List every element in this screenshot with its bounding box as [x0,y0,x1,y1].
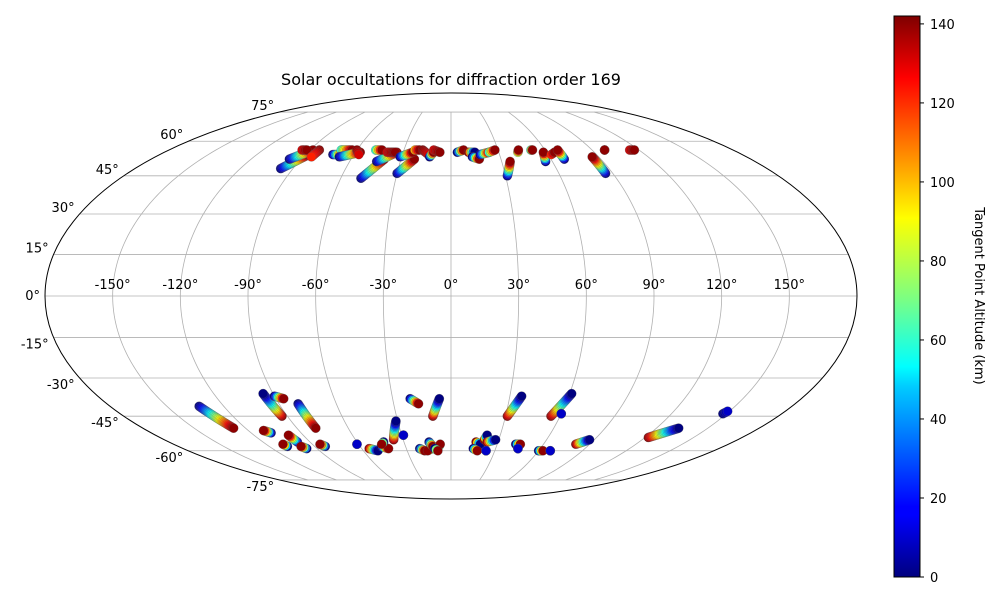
longitude-tick-label: -150° [95,278,131,293]
data-point [587,151,598,162]
latitude-tick-labels: -75° -60° -45° -30° -15° 0° 15° 30° 45° 60° 75° [21,99,274,495]
data-point [513,443,523,454]
data-point [527,145,538,155]
data-point [599,145,610,155]
data-point [301,145,312,155]
longitude-tick-label: 0° [444,278,459,293]
latitude-tick-label: -30° [47,378,75,393]
data-point [258,425,269,436]
data-point [545,445,556,456]
data-point [516,391,527,402]
data-point [490,434,501,445]
longitude-tick-label: 150° [774,278,805,293]
data-point [283,430,294,441]
longitude-tick-labels: -150° -120° -90° -60° -30° 0° 30° 60° 90° 120° 150… [95,278,805,293]
colorbar-label: Tangent Point Altitude (km) [971,206,986,384]
longitude-tick-label: -90° [234,278,262,293]
latitude-tick-label: 45° [96,163,119,178]
colorbar-tick-label: 60 [930,334,947,349]
colorbar-tick-label: 100 [930,176,955,191]
data-point [481,445,491,456]
colorbar-tick-label: 140 [930,18,955,33]
data-point [472,445,483,456]
data-point [352,439,362,450]
latitude-tick-label: -60° [156,451,184,466]
data-point [629,145,640,155]
data-point [513,145,524,155]
chart-title: Solar occultations for diffraction order… [281,70,621,89]
colorbar-tick-label: 80 [930,255,947,270]
colorbar [893,15,921,578]
data-point [490,145,500,155]
data-point [278,393,289,404]
data-point [310,423,321,434]
occultation-points [194,145,733,456]
longitude-tick-label: 60° [575,278,598,293]
data-point [306,151,317,162]
latitude-tick-label: 60° [160,128,183,143]
data-point [228,423,239,434]
longitude-tick-label: 120° [706,278,737,293]
longitude-tick-label: 30° [507,278,530,293]
longitude-tick-label: -120° [162,278,198,293]
latitude-tick-label: 75° [251,99,274,114]
latitude-tick-label: 30° [52,201,75,216]
latitude-tick-label: -45° [91,416,119,431]
data-point [566,388,577,399]
latitude-tick-label: -15° [21,338,49,353]
data-point [391,416,401,426]
latitude-tick-label: -75° [246,480,274,495]
colorbar-tick-label: 40 [930,413,947,428]
latitude-tick-label: 15° [26,241,49,256]
data-point [258,388,268,399]
data-point [398,430,409,441]
data-point [722,406,733,417]
data-point [552,145,563,155]
latitude-tick-label: 0° [25,289,40,304]
data-point [673,423,684,434]
data-point [434,393,445,404]
map-outline [44,92,858,500]
data-point [413,398,424,409]
data-point [296,441,306,452]
longitude-tick-label: -30° [369,278,397,293]
graticule [45,111,857,481]
data-point [505,156,515,167]
data-point [584,434,595,445]
data-point [353,149,364,160]
data-point [435,147,445,158]
colorbar-ticks: 0 20 40 60 80 100 120 140 [920,18,955,586]
longitude-tick-label: -60° [302,278,330,293]
longitude-tick-label: 90° [642,278,665,293]
colorbar-tick-label: 120 [930,97,955,112]
data-point [556,408,567,419]
data-point [376,439,387,450]
data-point [278,439,288,450]
data-point [315,439,325,450]
data-point [433,445,443,456]
colorbar-tick-label: 0 [930,571,938,586]
colorbar-tick-label: 20 [930,492,947,507]
